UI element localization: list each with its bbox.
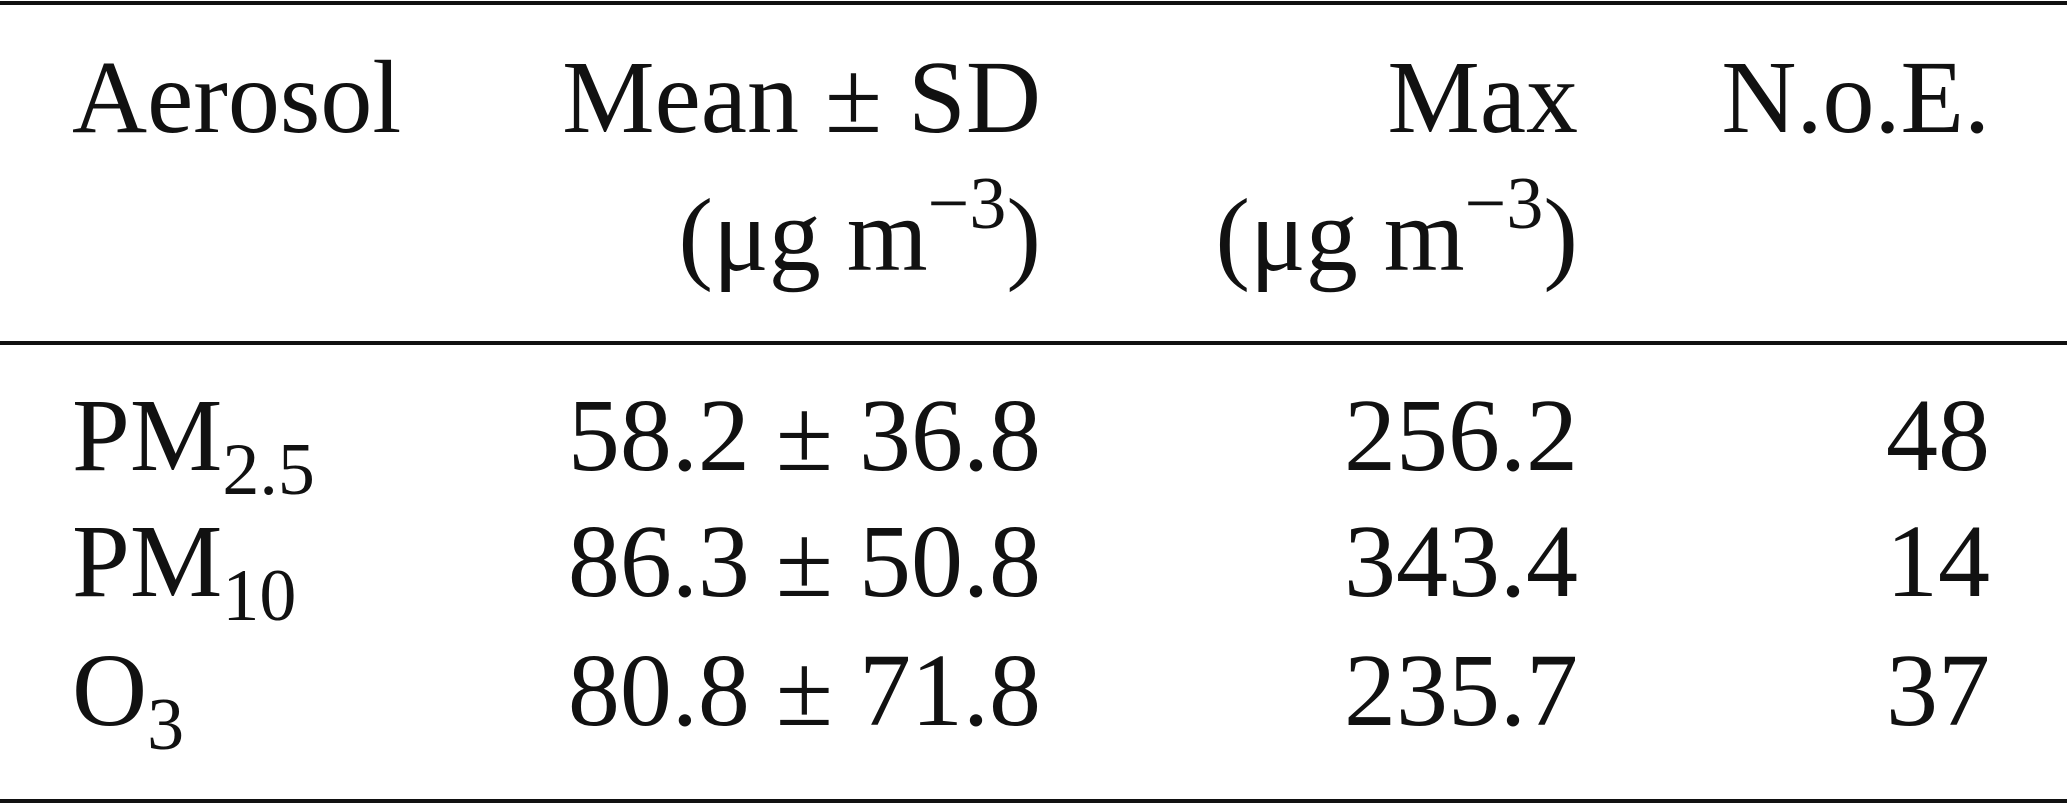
column-header: Max <box>1387 40 1578 155</box>
column-unit: (μg m−3) <box>1215 163 1578 293</box>
table-cell: 37 <box>1886 633 1990 748</box>
aerosol-name: O3 <box>72 633 184 766</box>
unit-text: ) <box>1006 178 1041 293</box>
species-subscript: 10 <box>222 555 296 637</box>
table-cell: 58.2 ± 36.8 <box>568 378 1041 493</box>
species: PM <box>72 378 222 493</box>
unit-text: ) <box>1543 178 1578 293</box>
table-cell: 48 <box>1886 378 1990 493</box>
aerosol-name: PM2.5 <box>72 378 315 511</box>
table-cell: 235.7 <box>1344 633 1578 748</box>
table-cell: 14 <box>1886 504 1990 619</box>
species: PM <box>72 504 222 619</box>
table-cell: 80.8 ± 71.8 <box>568 633 1041 748</box>
column-header: N.o.E. <box>1721 40 1990 155</box>
species-subscript: 2.5 <box>222 429 315 511</box>
unit-text: (μg m <box>678 178 927 293</box>
column-header: Mean ± SD <box>562 40 1041 155</box>
table-cell: 343.4 <box>1344 504 1578 619</box>
aerosol-name: PM10 <box>72 504 296 637</box>
table-cell: 256.2 <box>1344 378 1578 493</box>
unit-exponent: −3 <box>928 163 1007 245</box>
unit-exponent: −3 <box>1465 163 1544 245</box>
species-subscript: 3 <box>147 684 184 766</box>
column-header: Aerosol <box>72 40 401 155</box>
unit-text: (μg m <box>1215 178 1464 293</box>
species: O <box>72 633 147 748</box>
column-unit: (μg m−3) <box>678 163 1041 293</box>
table-cell: 86.3 ± 50.8 <box>568 504 1041 619</box>
